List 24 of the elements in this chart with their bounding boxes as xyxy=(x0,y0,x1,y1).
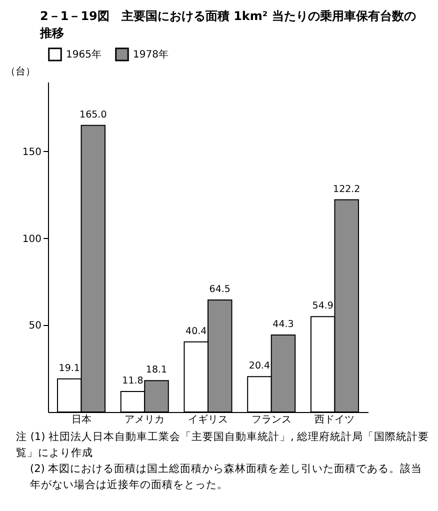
data-label: 11.8 xyxy=(122,376,144,387)
x-tick-label: 西ドイツ xyxy=(314,414,355,426)
data-label: 40.4 xyxy=(186,326,207,337)
x-tick-label: アメリカ xyxy=(124,414,165,426)
data-label: 165.0 xyxy=(80,109,107,120)
data-label: 122.2 xyxy=(333,184,360,195)
x-tick-label: 日本 xyxy=(71,414,92,426)
data-label: 18.1 xyxy=(146,364,168,376)
y-tick-label: 100 xyxy=(22,234,42,245)
x-tick-label: フランス xyxy=(251,414,292,426)
y-tick-label: 150 xyxy=(22,146,42,158)
text: (2) 本図における面積は国土総面積から森林面積を差し引いた面積である。該当年がない場合は近接年の面積をとった。 xyxy=(29,462,424,493)
y-tick-label: 50 xyxy=(28,320,42,332)
x-tick-label: イギリス xyxy=(188,414,228,426)
chart-title: 2－1－19図 主要国における面積 1km² 当たりの乗用車保有台数の推移 xyxy=(38,8,417,42)
text: 注 (1) 社団法人日本自動車工業会「主要国自動車統計」, 総理府統計局「国際統計要覧」により作成 xyxy=(16,430,430,461)
data-label: 19.1 xyxy=(58,362,80,374)
data-label: 20.4 xyxy=(248,360,270,372)
data-label: 64.5 xyxy=(209,284,230,295)
y-axis-title: （台） xyxy=(6,66,36,78)
data-label: 44.3 xyxy=(272,319,294,330)
data-label: 54.9 xyxy=(312,300,334,312)
legend-label: 1965年 xyxy=(66,48,102,60)
legend-label: 1978年 xyxy=(133,48,168,60)
